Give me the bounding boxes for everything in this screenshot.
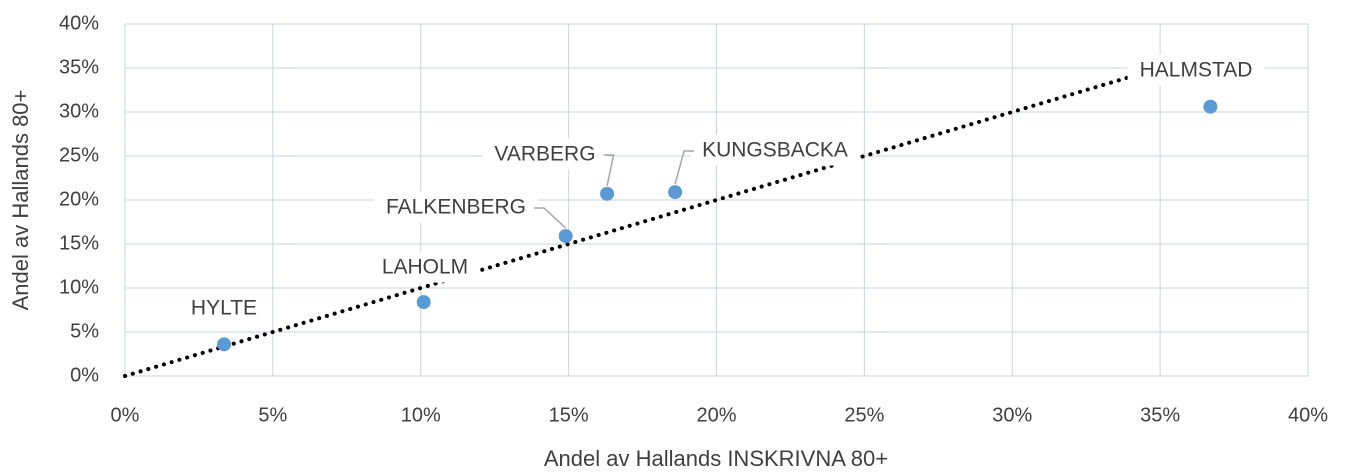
trendline <box>123 66 1163 378</box>
label-background <box>178 292 270 324</box>
data-label: HYLTE <box>191 297 257 320</box>
data-label: KUNGSBACKA <box>702 139 848 162</box>
point <box>600 186 615 201</box>
data-label: VARBERG <box>494 143 595 166</box>
label-background <box>482 138 608 170</box>
x-axis-title: Andel av Hallands INSKRIVNA 80+ <box>544 446 888 471</box>
y-tick-label: 20% <box>59 188 99 210</box>
leader-line <box>674 150 695 185</box>
y-tick-label: 10% <box>59 276 99 298</box>
x-tick-label: 30% <box>992 404 1032 426</box>
y-tick-label: 40% <box>59 12 99 34</box>
y-tick-label: 25% <box>59 144 99 166</box>
y-tick-label: 15% <box>59 232 99 254</box>
point <box>416 295 431 310</box>
leader-line <box>534 207 567 229</box>
x-tick-label: 25% <box>844 404 884 426</box>
x-tick-label: 40% <box>1288 404 1328 426</box>
y-tick-label: 0% <box>70 364 99 386</box>
y-tick-label: 30% <box>59 100 99 122</box>
label-background <box>1127 54 1265 86</box>
y-tick-label: 5% <box>70 320 99 342</box>
point <box>1203 99 1218 114</box>
label-background <box>690 134 860 166</box>
y-tick-label: 35% <box>59 56 99 78</box>
label-background <box>369 251 481 283</box>
point <box>668 185 683 200</box>
x-tick-label: 10% <box>401 404 441 426</box>
data-label: LAHOLM <box>382 256 468 279</box>
label-background <box>373 191 539 223</box>
x-tick-label: 5% <box>258 404 287 426</box>
leader-line <box>603 154 615 186</box>
y-axis-title: Andel av Hallands 80+ <box>8 90 33 311</box>
x-tick-label: 20% <box>696 404 736 426</box>
data-label: FALKENBERG <box>386 196 526 219</box>
x-tick-label: 15% <box>549 404 589 426</box>
point <box>217 337 232 352</box>
x-tick-label: 35% <box>1140 404 1180 426</box>
data-label: HALMSTAD <box>1140 59 1253 82</box>
point <box>558 229 573 244</box>
x-tick-label: 0% <box>111 404 140 426</box>
